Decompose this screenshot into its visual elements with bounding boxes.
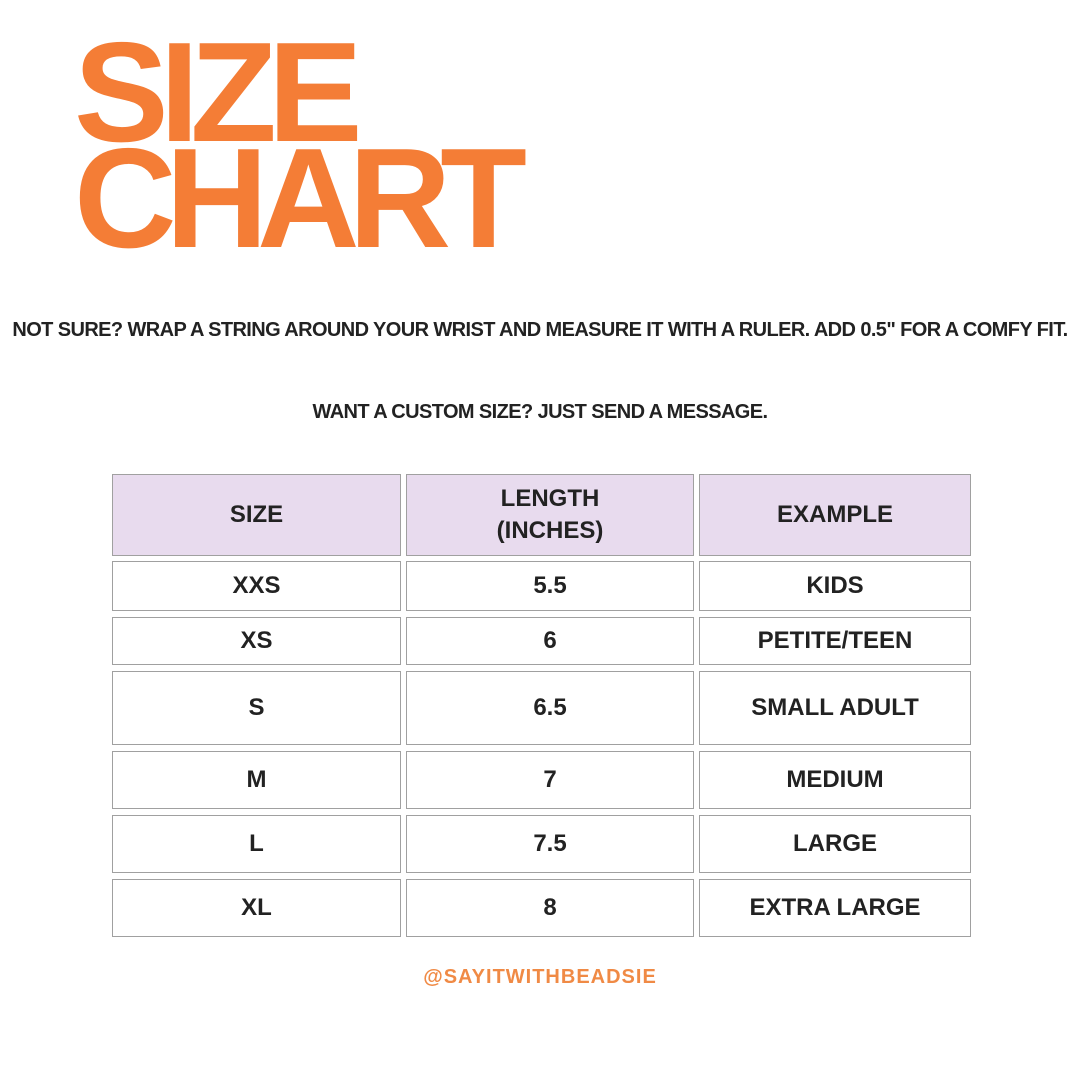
table-cell: 8 xyxy=(406,879,694,937)
table-cell: XXS xyxy=(112,561,401,611)
table-cell: XS xyxy=(112,617,401,665)
social-handle: @SAYITWITHBEADSIE xyxy=(423,966,657,988)
table-cell: LARGE xyxy=(699,815,971,873)
table-cell: PETITE/TEEN xyxy=(699,617,971,665)
table-cell: 6 xyxy=(406,617,694,665)
table-cell: S xyxy=(112,671,401,745)
table-cell: 7.5 xyxy=(406,815,694,873)
table-cell: 7 xyxy=(406,751,694,809)
title-line: CHART xyxy=(74,119,527,278)
table-cell: L xyxy=(112,815,401,873)
table-cell: XL xyxy=(112,879,401,937)
table-cell: SMALL ADULT xyxy=(699,671,971,745)
table-cell: EXTRA LARGE xyxy=(699,879,971,937)
header-cell: LENGTH (INCHES) xyxy=(406,474,694,556)
table-cell: KIDS xyxy=(699,561,971,611)
table-cell: 6.5 xyxy=(406,671,694,745)
header-cell: EXAMPLE xyxy=(699,474,971,556)
instruction: WANT A CUSTOM SIZE? JUST SEND A MESSAGE. xyxy=(312,401,769,423)
table-cell: M xyxy=(112,751,401,809)
title-line: SIZE xyxy=(74,13,363,172)
instruction: NOT SURE? WRAP A STRING AROUND YOUR WRIS… xyxy=(12,319,1068,341)
table-cell: 5.5 xyxy=(406,561,694,611)
header-cell: SIZE xyxy=(112,474,401,556)
table-cell: MEDIUM xyxy=(699,751,971,809)
